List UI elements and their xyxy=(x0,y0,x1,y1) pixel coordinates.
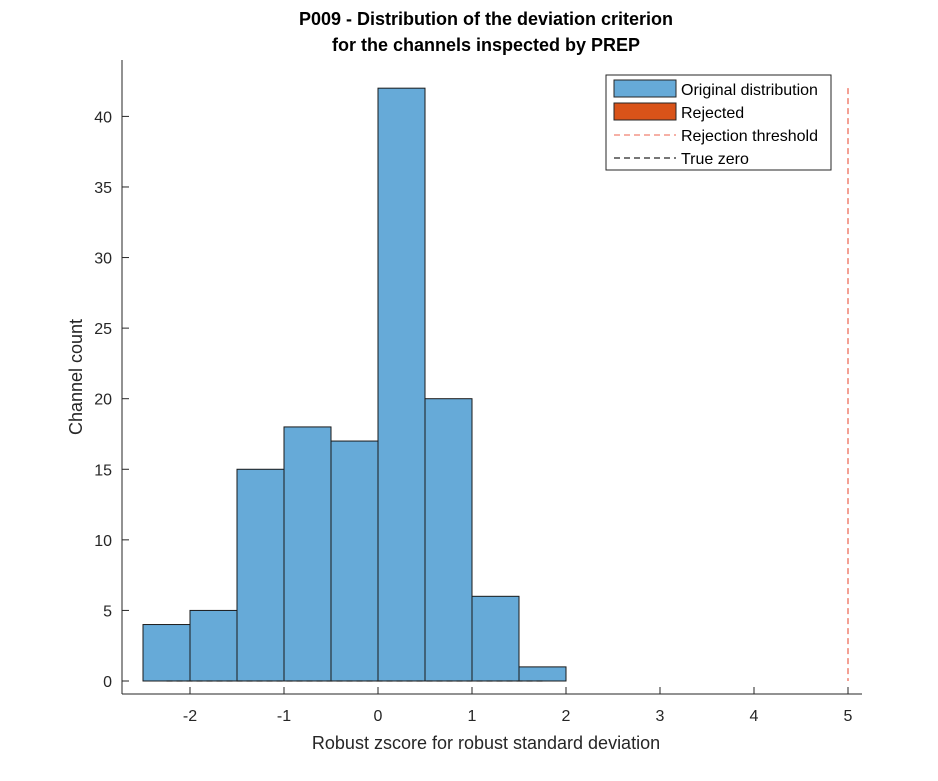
y-tick-label: 40 xyxy=(94,109,112,126)
histogram-bar xyxy=(236,468,285,682)
x-axis-label: Robust zscore for robust standard deviat… xyxy=(312,733,660,753)
x-tick-label: 5 xyxy=(844,708,853,725)
bars-group xyxy=(142,87,567,682)
x-tick-label: 3 xyxy=(656,708,665,725)
chart-title: P009 - Distribution of the deviation cri… xyxy=(299,9,673,29)
y-tick-label: 10 xyxy=(94,533,112,550)
legend-label-true-zero: True zero xyxy=(681,151,749,168)
legend-label-original: Original distribution xyxy=(681,82,818,99)
y-tick-label: 0 xyxy=(103,674,112,691)
chart-subtitle: for the channels inspected by PREP xyxy=(332,35,640,55)
histogram-bar xyxy=(518,666,567,682)
legend-swatch-original xyxy=(613,79,677,98)
histogram-bar xyxy=(189,609,238,682)
histogram-bar xyxy=(377,87,426,682)
legend-label-threshold: Rejection threshold xyxy=(681,128,818,145)
x-tick-label: -2 xyxy=(183,708,197,725)
histogram-bar xyxy=(471,595,520,682)
y-tick-label: 25 xyxy=(94,321,112,338)
legend: Original distribution Rejected Rejection… xyxy=(605,74,832,171)
y-tick-label: 15 xyxy=(94,462,112,479)
reference-lines-group xyxy=(166,88,849,682)
y-tick-label: 35 xyxy=(94,180,112,197)
y-tick-label: 20 xyxy=(94,392,112,409)
y-tick-label: 5 xyxy=(103,603,112,620)
histogram-bar xyxy=(142,624,191,682)
y-tick-label: 30 xyxy=(94,251,112,268)
x-tick-label: 4 xyxy=(750,708,759,725)
histogram-bar xyxy=(330,440,379,682)
x-tick-label: 1 xyxy=(468,708,477,725)
x-tick-label: 0 xyxy=(374,708,383,725)
legend-label-rejected: Rejected xyxy=(681,105,744,122)
x-ticks-group: -2 -1 0 1 2 3 4 5 xyxy=(183,687,853,725)
x-tick-label: 2 xyxy=(562,708,571,725)
y-axis-label: Channel count xyxy=(66,319,86,435)
y-ticks-group: 0 5 10 15 20 25 30 35 40 xyxy=(94,109,129,691)
legend-swatch-rejected xyxy=(613,102,677,121)
x-tick-label: -1 xyxy=(277,708,291,725)
histogram-bar xyxy=(424,398,473,682)
histogram-bar xyxy=(283,426,332,682)
